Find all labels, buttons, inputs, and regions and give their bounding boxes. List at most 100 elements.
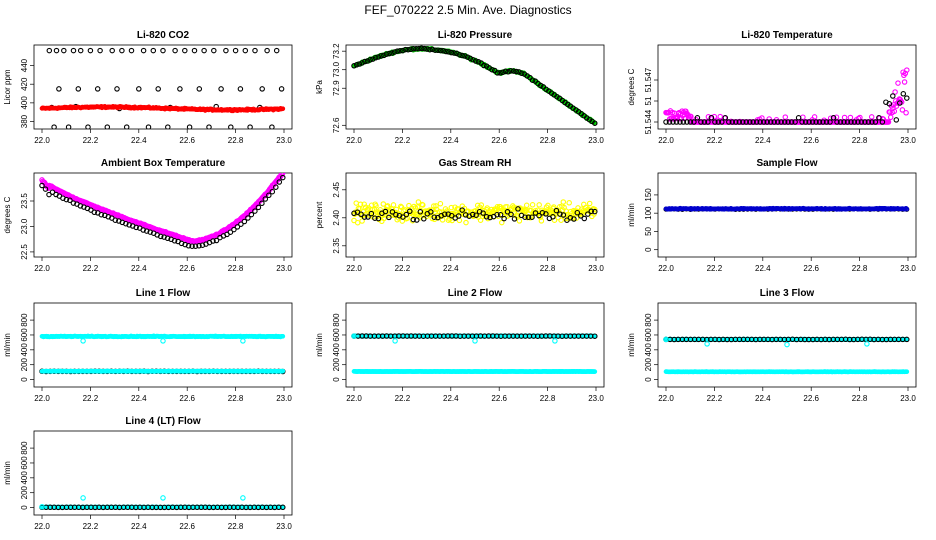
data-point-black (155, 86, 161, 92)
data-point-black (417, 209, 424, 215)
data-point-black (473, 212, 479, 218)
data-point-black (904, 95, 910, 101)
data-point-black (192, 243, 199, 249)
data-point-black (451, 50, 457, 56)
data-point-black (70, 47, 77, 54)
data-point-black (445, 49, 452, 55)
data-point-black (51, 124, 57, 129)
data-point-black (126, 222, 132, 228)
data-point-cyan-dips (472, 338, 478, 344)
data-point-black (164, 235, 171, 242)
data-point-black (464, 54, 471, 60)
plot-frame (657, 302, 917, 388)
y-tick-label: 600 (332, 328, 341, 342)
data-point-black (414, 217, 420, 223)
data-point-black (87, 47, 94, 54)
data-point-black (666, 119, 673, 125)
plot-frame (33, 302, 293, 388)
data-point-black (227, 229, 234, 235)
x-tick-label: 22.4 (755, 136, 771, 145)
y-axis-label: ml/min (3, 461, 12, 485)
data-point-black (278, 86, 285, 92)
data-point-black (571, 216, 577, 222)
data-point-cyan-dips (704, 341, 710, 347)
data-point-yellow (396, 211, 403, 217)
data-point-black (238, 221, 244, 227)
data-point-black (280, 174, 286, 181)
data-point-black (708, 115, 715, 121)
x-tick-label: 22.0 (346, 136, 362, 145)
x-tick-label: 22.4 (443, 264, 459, 273)
data-point-black (904, 336, 910, 343)
data-point-black (500, 69, 506, 76)
data-point-black (356, 61, 363, 67)
data-point-black (802, 119, 809, 125)
points-group (663, 336, 910, 375)
plot-frame (657, 172, 917, 258)
data-point-black (813, 119, 819, 125)
data-point-black (757, 119, 763, 125)
data-point-black (844, 119, 851, 125)
data-point-black (150, 47, 157, 54)
data-point-yellow (381, 212, 388, 218)
data-point-magenta (893, 103, 900, 109)
data-point-black (189, 243, 195, 249)
data-point-black (448, 49, 455, 56)
plot-frame (345, 44, 605, 130)
data-point-black (372, 55, 379, 61)
data-point-yellow (551, 204, 557, 210)
data-point-black (123, 124, 130, 129)
data-point-black (383, 51, 390, 57)
data-point-black (809, 119, 816, 125)
data-point-black (684, 119, 690, 125)
points-group (663, 205, 910, 213)
data-point-cyan-dips (160, 338, 166, 344)
x-tick-label: 22.6 (803, 264, 819, 273)
data-point-black (231, 226, 237, 233)
points-group (351, 333, 598, 375)
data-point-black (255, 204, 262, 211)
data-point-black (518, 70, 525, 77)
data-point-black (469, 211, 476, 218)
data-point-black (462, 53, 468, 59)
y-tick-label: 50 (644, 226, 653, 235)
data-point-black (382, 208, 389, 215)
x-tick-label: 22.6 (803, 394, 819, 403)
data-point-black (694, 115, 701, 121)
panel-title: Sample Flow (756, 158, 817, 169)
data-point-black (85, 124, 91, 129)
data-point-black (196, 243, 202, 249)
data-point-black (351, 210, 357, 217)
data-point-black (537, 82, 544, 89)
data-point-black (157, 233, 164, 240)
x-tick-label: 22.0 (34, 522, 50, 531)
y-tick-label: 400 (20, 343, 29, 357)
points-group (39, 47, 286, 129)
data-point-yellow (558, 217, 564, 223)
x-tick-label: 23.0 (276, 522, 292, 531)
data-point-red (280, 106, 286, 112)
data-point-black (128, 47, 135, 54)
data-point-black (266, 192, 272, 199)
data-point-cyan-low (592, 369, 598, 374)
data-point-black (719, 119, 725, 125)
data-point-black (879, 119, 886, 125)
x-tick-label: 23.0 (900, 264, 916, 273)
data-point-black (441, 211, 448, 217)
y-tick-label: 200 (332, 357, 341, 371)
data-point-black (511, 216, 518, 222)
data-point-black (407, 208, 413, 215)
y-tick-label: 440 (20, 58, 29, 72)
plot-frame (345, 302, 605, 388)
y-axis-label: degrees C (3, 196, 12, 233)
data-point-black (182, 47, 188, 54)
data-point-magenta (892, 89, 898, 95)
figure-title: FEF_070222 2.5 Min. Ave. Diagnostics (364, 3, 571, 17)
data-point-black (361, 214, 368, 220)
x-tick-label: 22.6 (179, 394, 195, 403)
x-tick-label: 22.6 (491, 264, 507, 273)
data-point-yellow (406, 202, 412, 209)
